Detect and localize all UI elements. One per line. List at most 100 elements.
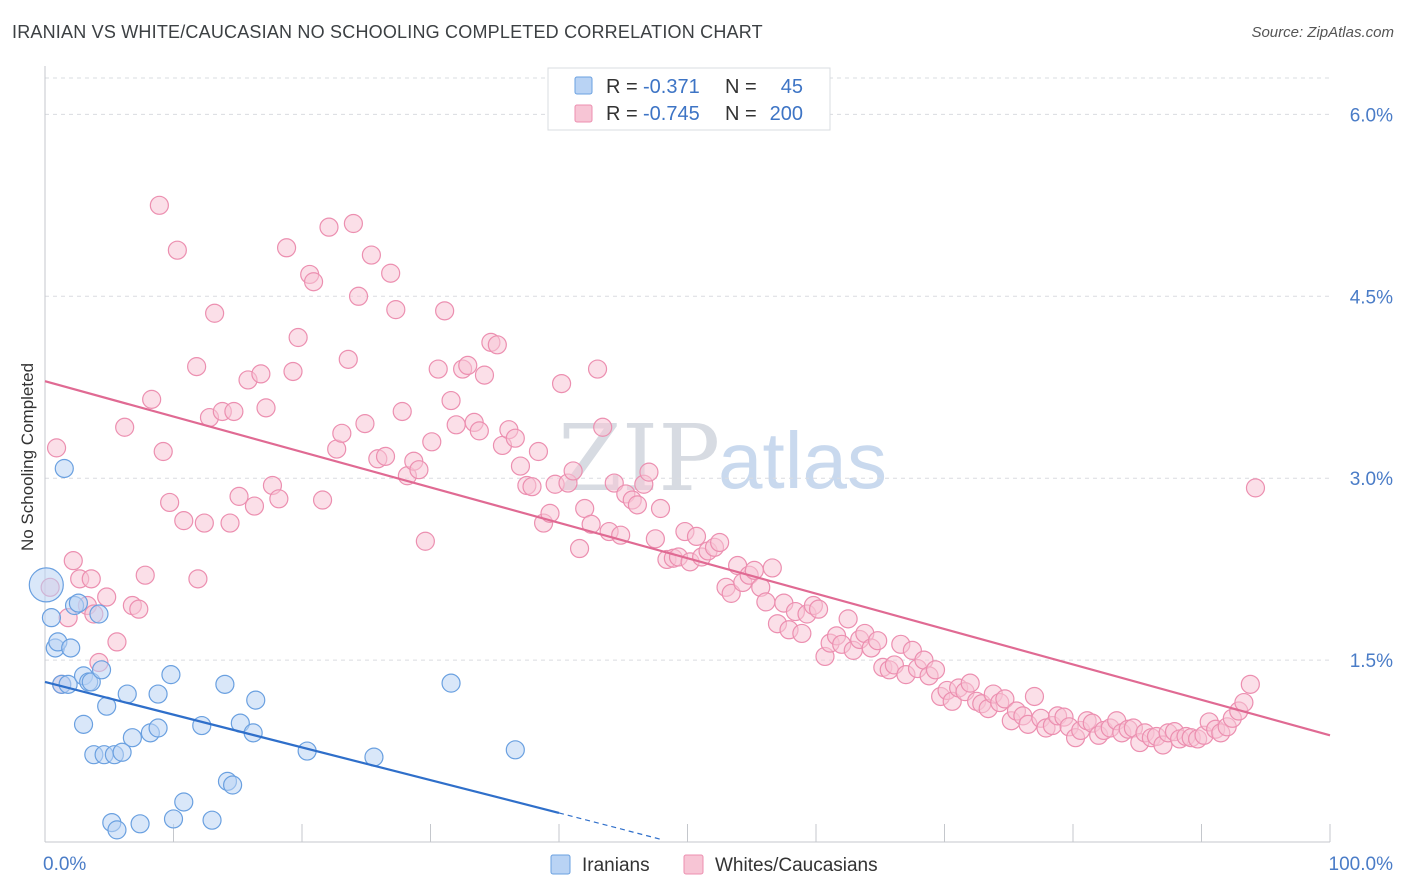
- white-point-34: [256, 398, 276, 418]
- white-point-66: [458, 355, 478, 376]
- white-point-55: [392, 401, 412, 422]
- x-tick-label-0: 0.0%: [43, 854, 86, 875]
- iranian-point-43: [505, 740, 525, 760]
- legend-n-label-1: N =: [725, 76, 757, 98]
- white-point-82: [551, 374, 572, 394]
- white-point-46: [338, 349, 358, 369]
- white-point-20: [167, 240, 187, 260]
- legend-n-value-2: 200: [770, 103, 803, 125]
- watermark-atlas: atlas: [718, 416, 887, 505]
- iranian-point-36: [223, 775, 243, 795]
- stats-legend: R = -0.371 N = 45 R = -0.745 N = 200: [547, 67, 831, 131]
- white-point-136: [868, 631, 888, 651]
- iranian-point-31: [174, 792, 194, 812]
- white-point-39: [288, 327, 308, 348]
- iranian-point-34: [215, 674, 235, 694]
- white-point-75: [510, 456, 531, 476]
- iranian-point-5: [54, 458, 74, 479]
- iranian-point-27: [148, 718, 168, 738]
- white-point-49: [355, 414, 375, 434]
- white-point-19: [160, 492, 180, 513]
- white-point-53: [381, 263, 401, 283]
- white-point-33: [251, 364, 271, 384]
- white-point-88: [587, 359, 608, 379]
- stats-legend-box: [547, 67, 831, 131]
- white-point-80: [540, 503, 560, 523]
- iranians-trend-extension: [558, 812, 662, 841]
- white-point-95: [627, 495, 647, 515]
- white-point-30: [229, 486, 249, 506]
- white-point-201: [1245, 478, 1266, 498]
- iranian-point-30: [163, 809, 184, 829]
- white-point-58: [409, 460, 429, 480]
- white-point-59: [415, 531, 435, 551]
- white-point-26: [205, 303, 225, 323]
- white-point-10: [97, 587, 117, 607]
- legend-swatch-iranians: [574, 76, 593, 95]
- white-point-52: [375, 446, 396, 466]
- white-point-45: [332, 423, 352, 443]
- x-tick-labels: 0.0% 100.0%: [43, 854, 1393, 875]
- white-point-14: [129, 599, 149, 619]
- iranian-point-33: [202, 810, 222, 830]
- white-point-37: [276, 238, 297, 258]
- legend-r-value-1: -0.371: [643, 76, 700, 98]
- white-point-126: [808, 599, 829, 619]
- bottom-legend-swatch-iranians: [550, 854, 571, 875]
- white-point-109: [710, 532, 730, 553]
- whites-trend-line: [44, 380, 1331, 737]
- white-point-17: [149, 195, 169, 215]
- white-point-62: [435, 301, 455, 321]
- iranian-point-15: [89, 604, 109, 624]
- white-point-105: [686, 526, 707, 547]
- bottom-legend-label-whites: Whites/Caucasians: [715, 855, 878, 876]
- legend-r-value-2: -0.745: [643, 103, 700, 125]
- white-point-47: [343, 213, 363, 234]
- iranian-point-29: [161, 665, 181, 685]
- chart-title: IRANIAN VS WHITE/CAUCASIAN NO SCHOOLING …: [12, 22, 763, 42]
- iranian-point-22: [112, 742, 132, 762]
- white-point-28: [220, 513, 240, 533]
- white-point-38: [283, 361, 303, 382]
- white-point-117: [756, 592, 776, 612]
- white-point-146: [925, 660, 946, 680]
- white-point-77: [522, 477, 542, 497]
- white-point-163: [1024, 686, 1045, 707]
- white-point-98: [645, 529, 665, 549]
- iranian-point-42: [441, 673, 461, 693]
- white-point-54: [386, 300, 406, 320]
- bottom-legend-swatch-whites: [683, 854, 704, 875]
- legend-r-label-1: R =: [606, 76, 638, 98]
- iranians-trend-line: [44, 680, 560, 814]
- white-point-36: [269, 489, 289, 509]
- iranian-point-24: [122, 728, 142, 748]
- legend-swatch-whites: [574, 104, 593, 123]
- series-whites-points: [40, 195, 1266, 755]
- chart-source: Source: ZipAtlas.com: [1251, 24, 1394, 41]
- white-point-87: [581, 514, 601, 534]
- white-point-21: [174, 511, 194, 531]
- grid-lines: [45, 77, 1330, 661]
- white-point-118: [762, 558, 782, 578]
- white-point-64: [446, 415, 466, 435]
- white-point-63: [441, 390, 461, 411]
- white-point-18: [153, 441, 173, 462]
- white-point-131: [838, 609, 858, 629]
- y-tick-label-0: 1.5%: [1350, 651, 1393, 672]
- legend-n-value-1: 45: [781, 76, 803, 98]
- y-axis-label: No Schooling Completed: [18, 363, 37, 551]
- white-point-68: [469, 421, 489, 441]
- white-point-97: [639, 462, 659, 482]
- white-point-1: [46, 438, 67, 458]
- white-point-74: [505, 428, 525, 448]
- legend-r-label-2: R =: [606, 103, 638, 125]
- axes: [44, 66, 1331, 843]
- iranian-point-39: [246, 690, 266, 710]
- y-tick-label-3: 6.0%: [1350, 105, 1393, 126]
- white-point-12: [115, 417, 135, 437]
- iranian-point-9: [68, 593, 89, 613]
- white-point-48: [348, 286, 369, 306]
- white-point-78: [528, 441, 549, 462]
- trend-lines: [44, 380, 1331, 841]
